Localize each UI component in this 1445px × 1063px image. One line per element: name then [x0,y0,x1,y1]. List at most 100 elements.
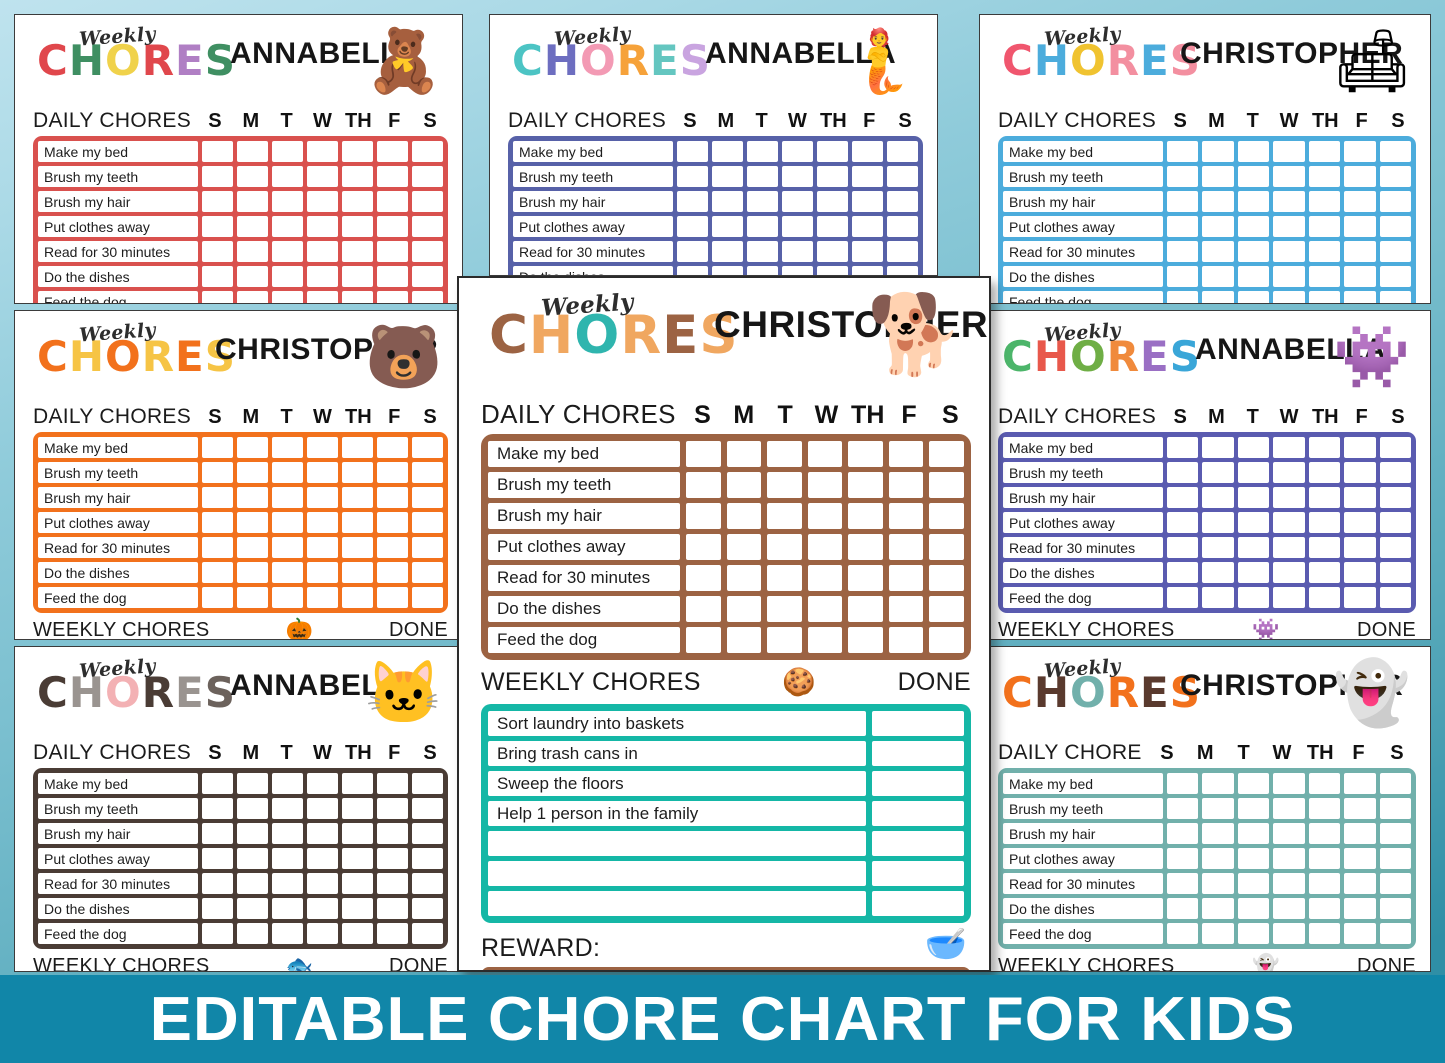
kid-name[interactable]: ANNABELLA [230,37,422,70]
checkbox-cell[interactable] [1379,166,1411,187]
checkbox-cell[interactable] [848,503,883,529]
checkbox-cell[interactable] [1167,848,1199,869]
checkbox-cell[interactable] [272,487,303,508]
checkbox-cell[interactable] [1202,798,1234,819]
checkbox-cell[interactable] [887,241,918,262]
checkbox-cell[interactable] [1202,166,1234,187]
checkbox-cell[interactable] [712,166,743,187]
checkbox-cell[interactable] [1202,848,1234,869]
checkbox-cell[interactable] [1379,141,1411,162]
chore-name-cell[interactable]: Brush my hair [38,823,198,844]
checkbox-cell[interactable] [1379,216,1411,237]
checkbox-cell[interactable] [767,472,802,498]
weekly-chore-text[interactable] [488,831,866,856]
checkbox-cell[interactable] [1273,141,1305,162]
checkbox-cell[interactable] [747,241,778,262]
checkbox-cell[interactable] [202,512,233,533]
checkbox-cell[interactable] [377,437,408,458]
checkbox-cell[interactable] [342,141,373,162]
checkbox-cell[interactable] [817,241,848,262]
checkbox-cell[interactable] [782,141,813,162]
checkbox-cell[interactable] [1273,291,1305,303]
checkbox-cell[interactable] [1308,191,1341,212]
checkbox-cell[interactable] [1308,141,1341,162]
chore-name-cell[interactable]: Do the dishes [1003,266,1163,287]
weekly-chore-text[interactable]: Bring trash cans in [488,741,866,766]
checkbox-cell[interactable] [888,627,924,653]
checkbox-cell[interactable] [202,266,233,287]
checkbox-cell[interactable] [1167,537,1199,558]
checkbox-cell[interactable] [202,241,233,262]
checkbox-cell[interactable] [1273,191,1305,212]
checkbox-cell[interactable] [307,191,338,212]
checkbox-cell[interactable] [272,191,303,212]
checkbox-cell[interactable] [1273,773,1305,794]
checkbox-cell[interactable] [272,141,303,162]
checkbox-cell[interactable] [377,848,408,869]
checkbox-cell[interactable] [1344,923,1376,944]
checkbox-cell[interactable] [412,462,443,483]
checkbox-cell[interactable] [237,923,268,944]
checkbox-cell[interactable] [686,534,721,560]
chore-name-cell[interactable]: Read for 30 minutes [1003,537,1163,558]
checkbox-cell[interactable] [1344,266,1376,287]
checkbox-cell[interactable] [412,848,443,869]
checkbox-cell[interactable] [1379,537,1411,558]
checkbox-cell[interactable] [412,898,443,919]
checkbox-cell[interactable] [1167,241,1199,262]
checkbox-cell[interactable] [817,191,848,212]
chore-name-cell[interactable]: Feed the dog [1003,587,1163,608]
checkbox-cell[interactable] [1344,848,1376,869]
checkbox-cell[interactable] [1308,923,1341,944]
checkbox-cell[interactable] [1379,873,1411,894]
checkbox-cell[interactable] [1273,923,1305,944]
checkbox-cell[interactable] [747,166,778,187]
checkbox-cell[interactable] [1202,512,1234,533]
checkbox-cell[interactable] [272,562,303,583]
checkbox-cell[interactable] [1202,823,1234,844]
checkbox-cell[interactable] [342,291,373,303]
checkbox-cell[interactable] [237,437,268,458]
kid-name[interactable]: ANNABELLA [1195,333,1387,366]
checkbox-cell[interactable] [1202,141,1234,162]
checkbox-cell[interactable] [1273,241,1305,262]
checkbox-cell[interactable] [272,266,303,287]
checkbox-cell[interactable] [342,266,373,287]
checkbox-cell[interactable] [237,773,268,794]
checkbox-cell[interactable] [202,898,233,919]
checkbox-cell[interactable] [852,141,883,162]
checkbox-cell[interactable] [848,534,883,560]
checkbox-cell[interactable] [1202,587,1234,608]
checkbox-cell[interactable] [1344,823,1376,844]
weekly-chore-text[interactable]: Help 1 person in the family [488,801,866,826]
checkbox-cell[interactable] [767,565,802,591]
checkbox-cell[interactable] [888,534,924,560]
checkbox-cell[interactable] [1167,923,1199,944]
checkbox-cell[interactable] [1237,487,1270,508]
checkbox-cell[interactable] [1344,291,1376,303]
chore-name-cell[interactable]: Do the dishes [1003,898,1163,919]
checkbox-cell[interactable] [272,587,303,608]
checkbox-cell[interactable] [272,923,303,944]
checkbox-cell[interactable] [726,503,762,529]
checkbox-cell[interactable] [807,534,843,560]
checkbox-cell[interactable] [202,923,233,944]
checkbox-cell[interactable] [1344,241,1376,262]
checkbox-cell[interactable] [377,898,408,919]
chore-name-cell[interactable]: Read for 30 minutes [1003,873,1163,894]
checkbox-cell[interactable] [412,798,443,819]
checkbox-cell[interactable] [1273,216,1305,237]
checkbox-cell[interactable] [1202,537,1234,558]
checkbox-cell[interactable] [342,241,373,262]
checkbox-cell[interactable] [1344,773,1376,794]
checkbox-cell[interactable] [677,166,708,187]
checkbox-cell[interactable] [887,141,918,162]
checkbox-cell[interactable] [237,141,268,162]
checkbox-cell[interactable] [307,216,338,237]
checkbox-cell[interactable] [1202,898,1234,919]
checkbox-cell[interactable] [1237,848,1270,869]
checkbox-cell[interactable] [1344,898,1376,919]
checkbox-cell[interactable] [712,191,743,212]
checkbox-cell[interactable] [747,141,778,162]
checkbox-cell[interactable] [342,537,373,558]
